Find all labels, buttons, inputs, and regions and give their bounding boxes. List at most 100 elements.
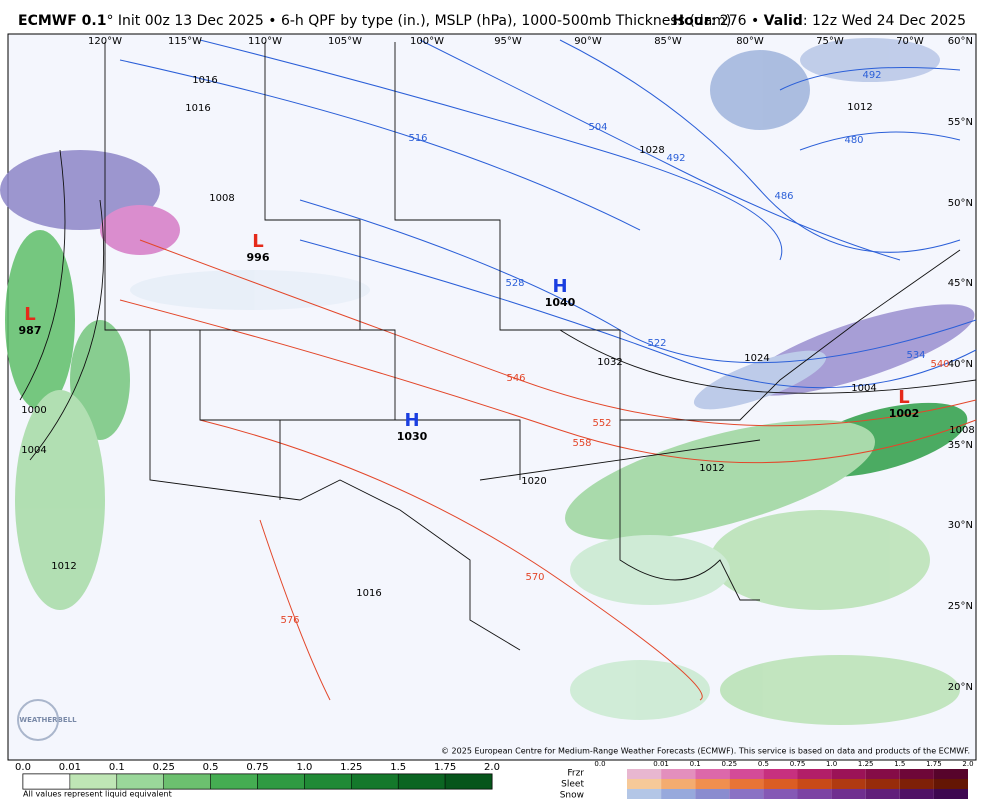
valid-label: Valid <box>764 13 803 29</box>
qpf-swatch <box>397 773 446 790</box>
type-scale-label: 0.01 <box>653 760 669 768</box>
type-scale-label: 1.75 <box>926 760 942 768</box>
qpf-swatch <box>116 773 164 790</box>
qpf-scale-label: 0.01 <box>59 762 81 773</box>
copyright: © 2025 European Centre for Medium-Range … <box>441 747 970 756</box>
qpf-scale-label: 1.75 <box>434 762 456 773</box>
thickness-label: 540 <box>930 359 949 370</box>
header-right: Hour: 276 • Valid: 12z Wed 24 Dec 2025 <box>672 13 966 29</box>
longitude-label: 90°W <box>574 36 602 47</box>
pressure-center-letter: H <box>552 276 567 297</box>
thickness-label: 492 <box>862 70 881 81</box>
qpf-scale-label: 2.0 <box>484 762 500 773</box>
thickness-label: 516 <box>408 133 427 144</box>
type-swatch <box>695 769 730 779</box>
type-scale-label: 0.1 <box>690 760 701 768</box>
precipitation <box>0 38 975 725</box>
type-swatch <box>933 769 968 779</box>
hour: : 276 • <box>711 13 764 29</box>
longitude-label: 70°W <box>896 36 924 47</box>
longitude-label: 105°W <box>328 36 362 47</box>
type-scale-label: 1.25 <box>858 760 874 768</box>
qpf-swatch <box>22 773 71 790</box>
pressure-center-value: 1002 <box>889 407 920 420</box>
qpf-scale-label: 1.0 <box>296 762 312 773</box>
precip-type-label: Snow <box>560 791 584 801</box>
type-swatch <box>763 789 798 799</box>
pressure-center-value: 996 <box>247 251 270 264</box>
longitude-label: 100°W <box>410 36 444 47</box>
hour-label: Hour <box>672 13 710 29</box>
thickness-label: 534 <box>906 350 925 361</box>
qpf-swatch <box>257 773 305 790</box>
type-swatch <box>797 769 832 779</box>
map-frame <box>7 33 977 761</box>
isobar-label: 1028 <box>639 145 664 156</box>
qpf-swatch <box>444 773 493 790</box>
qpf-scale-label: 0.0 <box>15 762 31 773</box>
longitude-label: 120°W <box>88 36 122 47</box>
longitude-label: 110°W <box>248 36 282 47</box>
type-scale-label: 0.0 <box>594 760 605 768</box>
qpf-swatch <box>210 773 258 790</box>
type-swatch <box>661 769 696 779</box>
type-swatch <box>661 789 696 799</box>
qpf-scale-label: 1.25 <box>340 762 362 773</box>
latitude-label: 60°N <box>948 36 973 47</box>
isobar-label: 1012 <box>699 463 724 474</box>
type-swatch <box>729 779 764 789</box>
latitude-label: 25°N <box>948 601 973 612</box>
isobar-label: 1024 <box>744 353 769 364</box>
thickness-contours <box>119 39 977 389</box>
type-swatch <box>729 769 764 779</box>
longitude-label: 95°W <box>494 36 522 47</box>
type-scale-label: 0.25 <box>722 760 738 768</box>
type-swatch <box>695 789 730 799</box>
qpf-swatch <box>163 773 211 790</box>
type-swatch <box>627 779 662 789</box>
valid: : 12z Wed 24 Dec 2025 <box>803 13 966 29</box>
type-scale-label: 1.0 <box>826 760 837 768</box>
latitude-label: 20°N <box>948 682 973 693</box>
type-swatch <box>763 779 798 789</box>
type-swatch <box>763 769 798 779</box>
type-swatch <box>933 779 968 789</box>
longitude-label: 85°W <box>654 36 682 47</box>
thickness-label: 552 <box>592 418 611 429</box>
qpf-legend: 0.0 0.01 0.1 0.25 0.5 0.75 1.0 1.25 1.5 1.75 2.0 Al… <box>15 762 500 799</box>
isobar-label: 1012 <box>847 102 872 113</box>
thickness-label: 576 <box>280 615 299 626</box>
latitude-label: 30°N <box>948 520 973 531</box>
isobar-label: 1008 <box>949 425 974 436</box>
latitude-label: 35°N <box>948 440 973 451</box>
thickness-label: 486 <box>774 191 793 202</box>
isobar-label: 1000 <box>21 405 46 416</box>
pressure-center-value: 1040 <box>545 296 576 309</box>
pressure-center-value: 987 <box>19 324 42 337</box>
type-swatch <box>899 769 934 779</box>
isobar-label: 1020 <box>521 476 546 487</box>
qpf-scale-label: 0.25 <box>153 762 175 773</box>
thickness-label: 558 <box>572 438 591 449</box>
isobars-and-borders <box>19 42 977 651</box>
isobar-label: 1032 <box>597 357 622 368</box>
isobar-label: 1004 <box>851 383 876 394</box>
qpf-swatch <box>304 773 352 790</box>
qpf-scale-label: 1.5 <box>390 762 406 773</box>
type-swatch <box>695 779 730 789</box>
thickness-label: 492 <box>666 153 685 164</box>
type-swatch <box>865 779 900 789</box>
isobar-label: 1016 <box>192 75 217 86</box>
pressure-center-letter: L <box>898 387 909 408</box>
warm-thickness-contours <box>119 239 977 701</box>
type-swatch <box>831 769 866 779</box>
header-left: ECMWF 0.1° Init 00z 13 Dec 2025 • 6-h QP… <box>18 13 731 29</box>
model-description: ° Init 00z 13 Dec 2025 • 6-h QPF by type… <box>106 13 731 29</box>
type-swatch <box>899 779 934 789</box>
isobar-label: 1008 <box>209 193 234 204</box>
longitude-label: 80°W <box>736 36 764 47</box>
pressure-center-value: 1030 <box>397 430 428 443</box>
precip-type-label: Frzr <box>567 769 584 779</box>
type-swatch <box>661 779 696 789</box>
